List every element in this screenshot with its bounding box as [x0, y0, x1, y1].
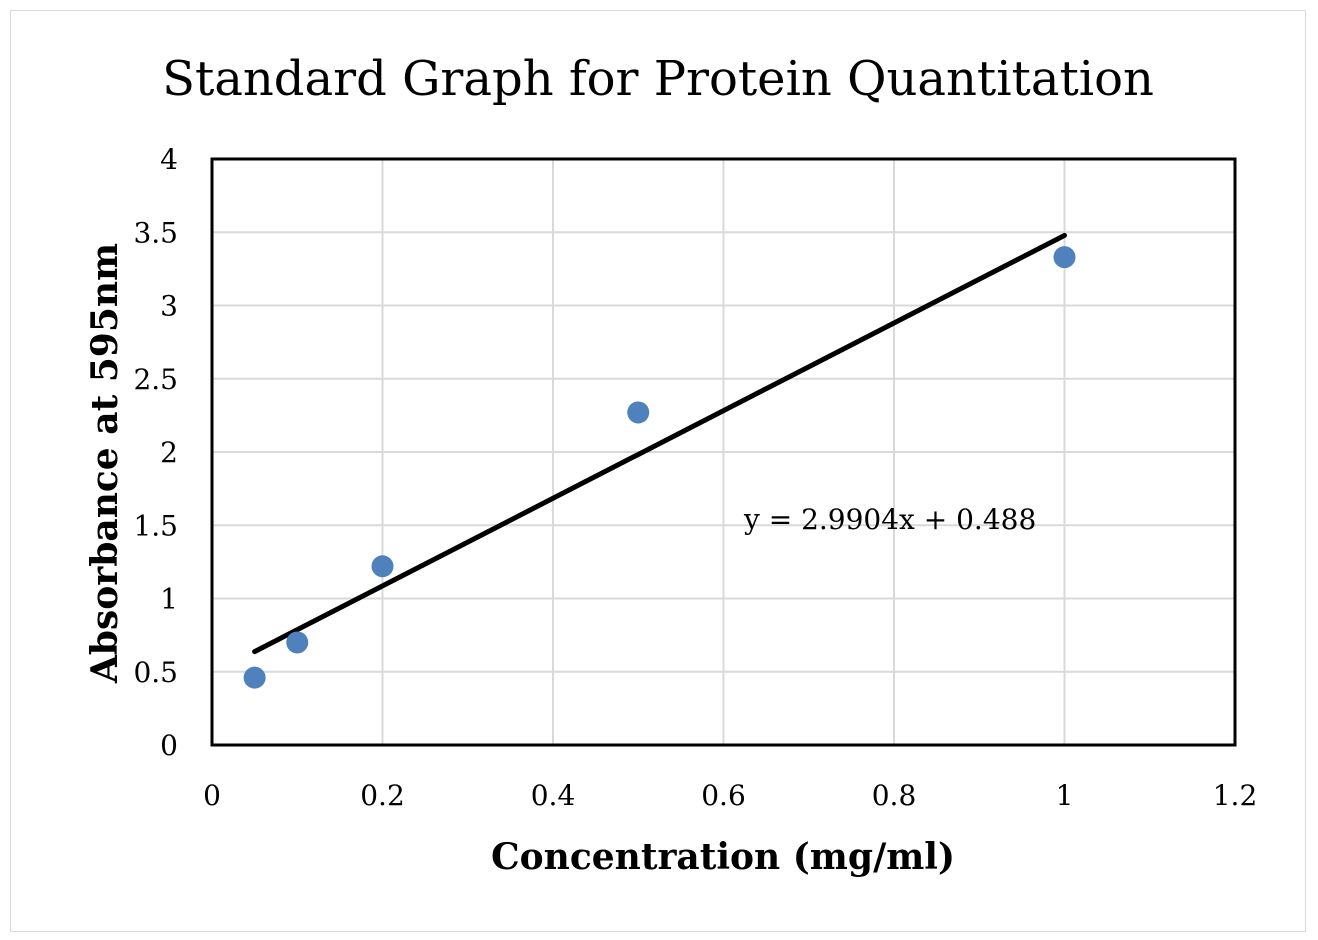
x-tick-label: 0.8 — [872, 779, 917, 812]
y-tick-label: 1 — [160, 583, 178, 616]
y-tick-label: 0.5 — [133, 656, 178, 689]
chart-frame: Standard Graph for Protein Quantitation … — [10, 10, 1306, 932]
chart-title: Standard Graph for Protein Quantitation — [162, 51, 1154, 107]
x-tick-label: 0.6 — [701, 779, 746, 812]
x-tick-label: 0.4 — [531, 779, 576, 812]
x-tick-label: 1.2 — [1213, 779, 1258, 812]
y-tick-label: 2.5 — [133, 363, 178, 396]
x-axis-title: Concentration (mg/ml) — [491, 836, 955, 878]
plot-area-border — [210, 157, 1237, 747]
x-tick-label: 0 — [203, 779, 221, 812]
y-tick-label: 0 — [160, 729, 178, 762]
data-point — [371, 555, 394, 578]
x-tick-label: 0.2 — [360, 779, 405, 812]
x-tick-label: 1 — [1056, 779, 1074, 812]
x-tick-labels: 0 0.2 0.4 0.6 0.8 1 1.2 — [203, 779, 1257, 812]
data-point — [627, 401, 650, 424]
y-tick-label: 3.5 — [133, 216, 178, 249]
trendline — [252, 232, 1067, 655]
grid-lines — [211, 158, 1236, 746]
data-point — [243, 666, 266, 689]
trendline-equation: y = 2.9904x + 0.488 — [743, 503, 1036, 536]
y-axis-title: Absorbance at 595nm — [84, 243, 126, 684]
y-tick-label: 4 — [160, 143, 178, 176]
y-tick-label: 1.5 — [133, 509, 178, 542]
data-point — [286, 631, 309, 654]
trendline-group — [252, 232, 1067, 655]
data-points — [243, 246, 1076, 689]
scatter-chart: Standard Graph for Protein Quantitation … — [84, 51, 1257, 878]
y-tick-label: 3 — [160, 290, 178, 323]
y-tick-labels: 0 0.5 1 1.5 2 2.5 3 3.5 4 — [133, 143, 178, 762]
y-tick-label: 2 — [160, 436, 178, 469]
data-point — [1053, 246, 1076, 269]
